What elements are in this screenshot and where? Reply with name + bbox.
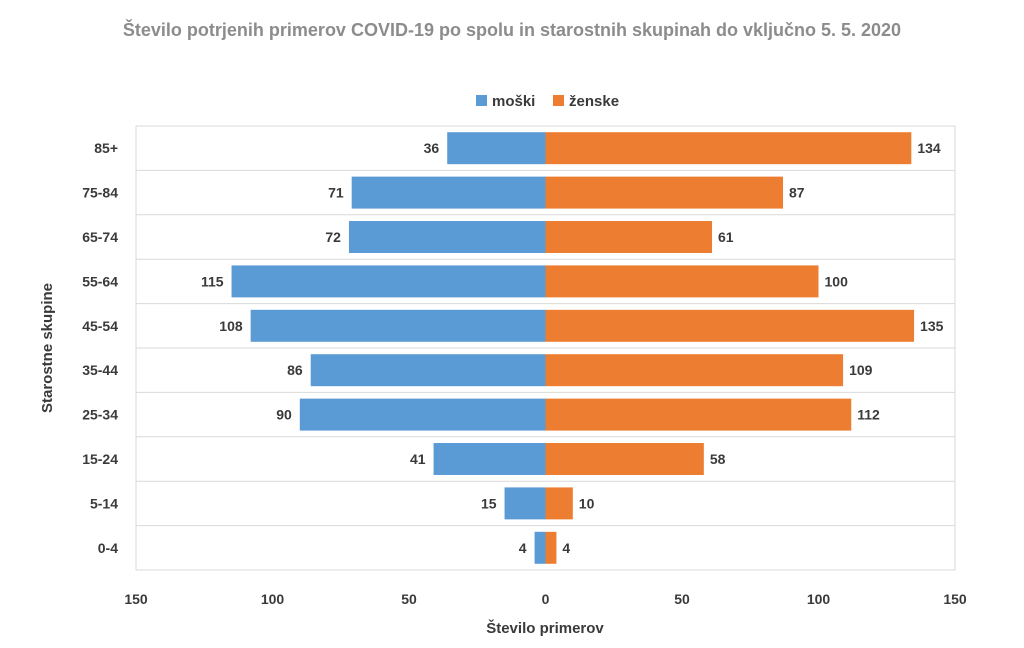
data-label-female: 61 [718, 229, 734, 245]
data-label-male: 90 [276, 407, 292, 423]
data-label-female: 4 [562, 540, 570, 556]
bar-female [545, 132, 912, 165]
data-label-female: 112 [857, 407, 880, 423]
bar-female [545, 221, 713, 253]
y-tick-label: 55-64 [82, 273, 118, 289]
y-tick-label: 45-54 [82, 318, 118, 334]
data-label-female: 135 [920, 318, 944, 334]
bar-male [504, 487, 546, 520]
y-tick-label: 0-4 [98, 540, 118, 556]
bar-female [545, 398, 852, 431]
data-label-male: 15 [481, 495, 497, 511]
y-tick-label: 85+ [94, 140, 118, 156]
bar-female [545, 487, 573, 520]
x-tick-label: 150 [943, 591, 967, 607]
bar-male [534, 531, 546, 564]
legend: moški ženske [476, 93, 619, 110]
data-label-female: 100 [825, 273, 849, 289]
y-tick-label: 5-14 [90, 495, 118, 511]
chart-title: Število potrjenih primerov COVID-19 po s… [122, 20, 902, 40]
x-tick-label: 0 [542, 591, 550, 607]
data-label-male: 41 [410, 451, 426, 467]
data-label-male: 72 [325, 229, 341, 245]
bar-male [299, 398, 546, 431]
x-tick-label: 100 [261, 591, 285, 607]
data-label-female: 58 [710, 451, 726, 467]
y-tick-label: 25-34 [82, 407, 118, 423]
bar-female [545, 354, 844, 387]
x-axis-title: Število primerov [486, 619, 604, 637]
bar-female [545, 265, 819, 298]
bar-female [545, 176, 784, 209]
data-label-male: 108 [219, 318, 243, 334]
legend-swatch-female [553, 95, 564, 106]
x-tick-label: 50 [674, 591, 690, 607]
bar-female [545, 309, 915, 342]
bar-male [433, 443, 546, 475]
y-tick-label: 65-74 [82, 229, 118, 245]
x-tick-label: 150 [124, 591, 148, 607]
bar-female [545, 443, 704, 475]
bar-male [348, 221, 546, 253]
data-label-male: 86 [287, 362, 303, 378]
bar-female [545, 531, 557, 564]
legend-swatch-male [476, 95, 487, 106]
bar-male [447, 132, 546, 165]
bar-male [231, 265, 546, 298]
data-label-female: 109 [849, 362, 873, 378]
data-label-female: 134 [917, 140, 941, 156]
bar-male [250, 309, 546, 342]
bar-male [351, 176, 546, 209]
y-axis-title: Starostne skupine [39, 283, 56, 413]
data-label-male: 71 [328, 185, 344, 201]
data-label-female: 87 [789, 185, 805, 201]
y-tick-label: 35-44 [82, 362, 118, 378]
data-label-male: 115 [201, 273, 224, 289]
legend-label-female: ženske [569, 93, 619, 110]
legend-label-male: moški [492, 93, 535, 110]
y-tick-label: 75-84 [82, 185, 118, 201]
data-label-male: 36 [424, 140, 440, 156]
data-label-male: 4 [519, 540, 527, 556]
data-label-female: 10 [579, 495, 595, 511]
y-tick-label: 15-24 [82, 451, 118, 467]
x-tick-label: 50 [401, 591, 417, 607]
bar-male [310, 354, 546, 387]
x-tick-label: 100 [807, 591, 831, 607]
